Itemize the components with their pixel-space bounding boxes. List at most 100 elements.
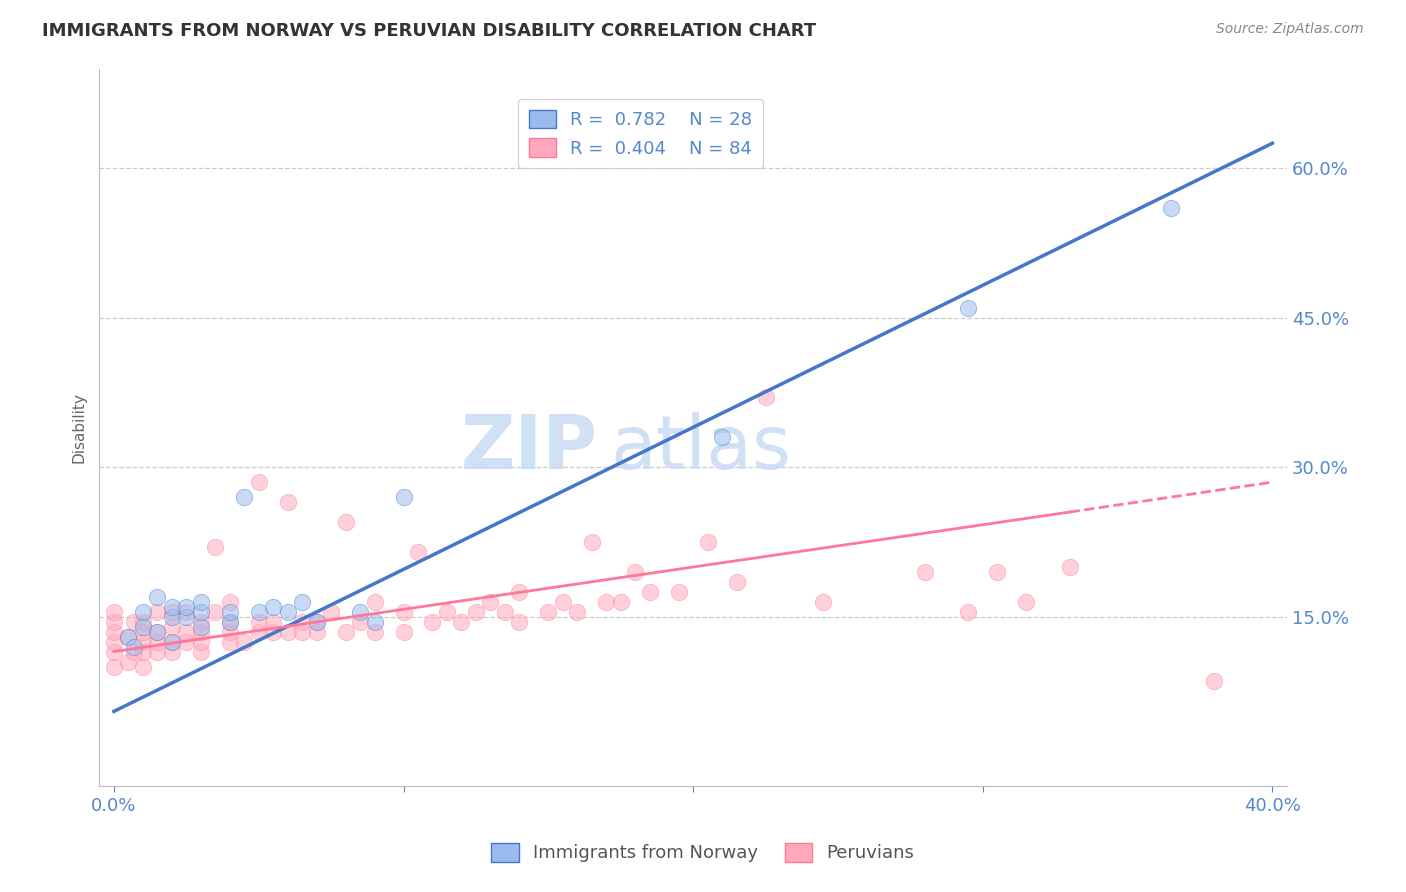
- Point: [247, 624, 270, 639]
- Point: [103, 659, 125, 673]
- Point: [233, 490, 256, 504]
- Point: [1015, 595, 1038, 609]
- Point: [176, 605, 198, 619]
- Point: [392, 605, 415, 619]
- Point: [1059, 560, 1081, 574]
- Legend: R =  0.782    N = 28, R =  0.404    N = 84: R = 0.782 N = 28, R = 0.404 N = 84: [519, 99, 763, 169]
- Point: [218, 634, 240, 648]
- Point: [190, 605, 212, 619]
- Point: [494, 605, 516, 619]
- Point: [160, 644, 183, 658]
- Point: [233, 634, 256, 648]
- Point: [218, 615, 240, 629]
- Point: [103, 615, 125, 629]
- Point: [262, 615, 284, 629]
- Point: [176, 609, 198, 624]
- Point: [146, 590, 169, 604]
- Point: [711, 430, 734, 444]
- Point: [277, 624, 299, 639]
- Point: [291, 615, 314, 629]
- Point: [117, 630, 139, 644]
- Y-axis label: Disability: Disability: [72, 392, 86, 463]
- Point: [146, 624, 169, 639]
- Point: [190, 620, 212, 634]
- Point: [291, 595, 314, 609]
- Point: [262, 599, 284, 614]
- Point: [349, 615, 371, 629]
- Point: [392, 490, 415, 504]
- Point: [537, 605, 560, 619]
- Point: [464, 605, 486, 619]
- Point: [160, 634, 183, 648]
- Point: [176, 634, 198, 648]
- Point: [624, 565, 647, 579]
- Point: [132, 615, 155, 629]
- Point: [132, 605, 155, 619]
- Point: [363, 615, 385, 629]
- Point: [957, 301, 980, 315]
- Point: [160, 620, 183, 634]
- Point: [914, 565, 936, 579]
- Point: [117, 655, 139, 669]
- Point: [277, 605, 299, 619]
- Point: [595, 595, 617, 609]
- Point: [363, 595, 385, 609]
- Text: IMMIGRANTS FROM NORWAY VS PERUVIAN DISABILITY CORRELATION CHART: IMMIGRANTS FROM NORWAY VS PERUVIAN DISAB…: [42, 22, 817, 40]
- Point: [508, 615, 530, 629]
- Point: [363, 624, 385, 639]
- Point: [754, 391, 776, 405]
- Point: [305, 615, 328, 629]
- Point: [190, 624, 212, 639]
- Point: [321, 605, 343, 619]
- Point: [122, 644, 145, 658]
- Point: [668, 584, 690, 599]
- Point: [277, 495, 299, 509]
- Point: [146, 644, 169, 658]
- Point: [450, 615, 472, 629]
- Point: [122, 615, 145, 629]
- Point: [305, 624, 328, 639]
- Point: [190, 595, 212, 609]
- Point: [581, 535, 603, 549]
- Legend: Immigrants from Norway, Peruvians: Immigrants from Norway, Peruvians: [484, 836, 922, 870]
- Point: [218, 624, 240, 639]
- Point: [160, 609, 183, 624]
- Point: [117, 630, 139, 644]
- Point: [957, 605, 980, 619]
- Point: [291, 624, 314, 639]
- Point: [160, 634, 183, 648]
- Point: [422, 615, 444, 629]
- Point: [160, 599, 183, 614]
- Point: [247, 615, 270, 629]
- Point: [132, 624, 155, 639]
- Point: [218, 615, 240, 629]
- Point: [132, 659, 155, 673]
- Text: atlas: atlas: [610, 412, 792, 485]
- Point: [160, 605, 183, 619]
- Point: [146, 624, 169, 639]
- Point: [725, 574, 748, 589]
- Point: [176, 624, 198, 639]
- Point: [103, 644, 125, 658]
- Point: [247, 605, 270, 619]
- Point: [551, 595, 574, 609]
- Point: [1160, 201, 1182, 215]
- Point: [132, 620, 155, 634]
- Point: [392, 624, 415, 639]
- Point: [103, 605, 125, 619]
- Point: [146, 605, 169, 619]
- Point: [335, 515, 357, 529]
- Point: [190, 615, 212, 629]
- Point: [335, 624, 357, 639]
- Text: Source: ZipAtlas.com: Source: ZipAtlas.com: [1216, 22, 1364, 37]
- Point: [305, 615, 328, 629]
- Point: [218, 605, 240, 619]
- Point: [567, 605, 589, 619]
- Point: [986, 565, 1008, 579]
- Point: [132, 644, 155, 658]
- Point: [190, 644, 212, 658]
- Point: [103, 634, 125, 648]
- Point: [479, 595, 502, 609]
- Point: [204, 605, 226, 619]
- Point: [132, 634, 155, 648]
